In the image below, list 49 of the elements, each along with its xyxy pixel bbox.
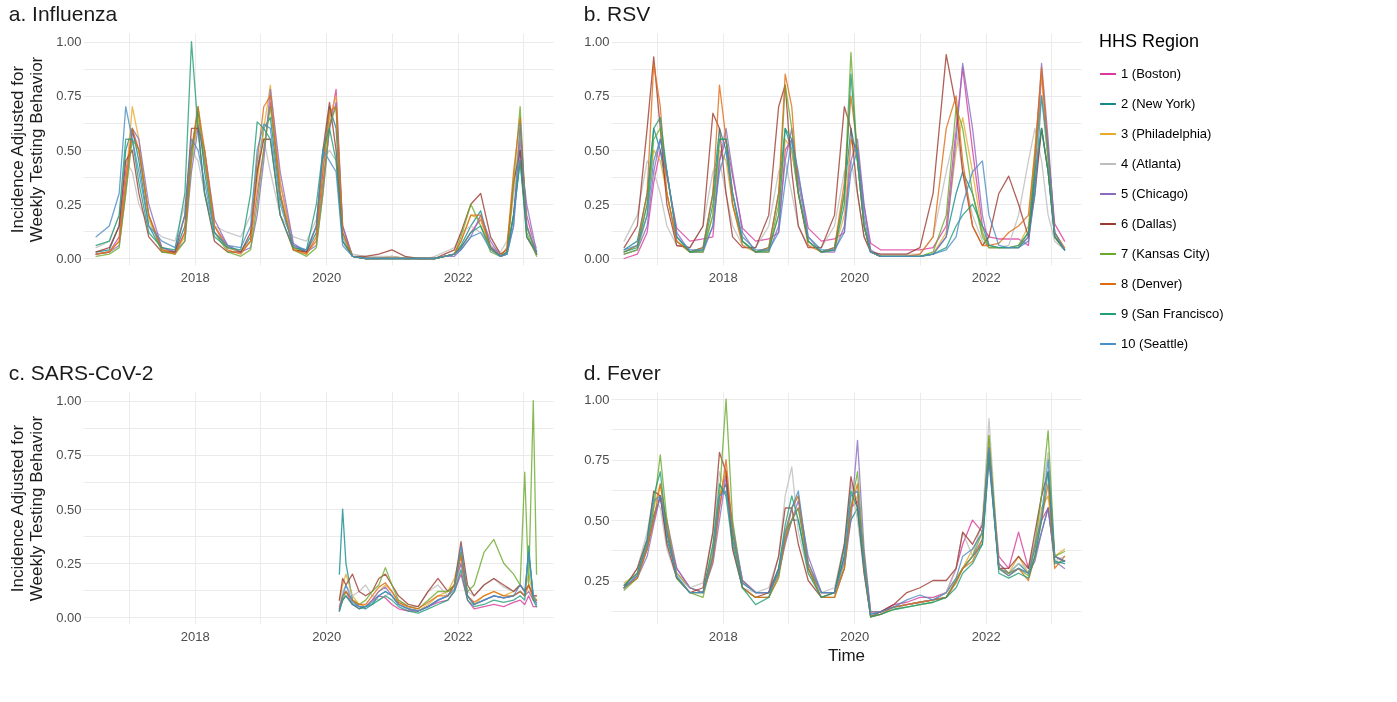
y-tick-label: 0.50 <box>56 501 82 517</box>
legend-label: 8 (Denver) <box>1121 276 1183 291</box>
x-tick-label: 2022 <box>443 269 473 285</box>
x-tick-label: 2018 <box>180 628 210 644</box>
legend-label: 7 (Kansas City) <box>1121 246 1210 261</box>
y-tick-label: 1.00 <box>584 391 610 407</box>
chart-title: d. Fever <box>583 361 661 384</box>
y-tick-label: 1.00 <box>56 34 82 50</box>
y-tick-label: 0.25 <box>56 196 82 212</box>
legend-label: 1 (Boston) <box>1121 66 1181 81</box>
y-tick-label: 0.50 <box>56 142 82 158</box>
x-tick-label: 2018 <box>180 269 210 285</box>
x-tick-label: 2018 <box>708 628 738 644</box>
legend-label: 2 (New York) <box>1121 96 1196 111</box>
y-tick-label: 0.50 <box>584 142 610 158</box>
legend-label: 3 (Philadelphia) <box>1121 126 1212 141</box>
legend-label: 5 (Chicago) <box>1121 186 1189 201</box>
legend-label: 10 (Seattle) <box>1121 336 1189 351</box>
legend-title: HHS Region <box>1099 31 1200 51</box>
y-tick-label: 0.00 <box>56 610 82 625</box>
x-tick-label: 2022 <box>971 269 1001 285</box>
y-tick-label: 0.75 <box>56 88 82 104</box>
x-tick-label: 2022 <box>443 628 473 644</box>
y-axis-title: Incidence Adjusted for Weekly Testing Behavior <box>8 56 47 243</box>
y-tick-label: 1.00 <box>584 34 610 50</box>
y-tick-label: 0.75 <box>56 447 82 463</box>
chart-title: c. SARS-CoV-2 <box>8 361 154 384</box>
x-axis-title: Time <box>827 645 866 665</box>
chart-title: b. RSV <box>583 2 651 25</box>
x-tick-label: 2020 <box>312 269 342 285</box>
x-tick-label: 2020 <box>840 628 870 644</box>
x-tick-label: 2018 <box>708 269 738 285</box>
y-tick-label: 0.75 <box>584 452 610 468</box>
y-tick-label: 0.00 <box>56 251 82 266</box>
y-tick-label: 0.75 <box>584 88 610 104</box>
y-tick-label: 0.25 <box>584 196 610 212</box>
legend-label: 4 (Atlanta) <box>1121 156 1181 171</box>
x-tick-label: 2020 <box>312 628 342 644</box>
chart-title: a. Influenza <box>8 2 118 25</box>
y-axis-title: Incidence Adjusted for Weekly Testing Behavior <box>8 415 47 602</box>
legend-label: 9 (San Francisco) <box>1121 306 1224 321</box>
x-tick-label: 2020 <box>840 269 870 285</box>
y-tick-label: 1.00 <box>56 393 82 409</box>
y-tick-label: 0.50 <box>584 512 610 528</box>
legend-label: 6 (Dallas) <box>1121 216 1177 231</box>
y-tick-label: 0.25 <box>584 573 610 588</box>
y-tick-label: 0.25 <box>56 555 82 571</box>
y-tick-label: 0.00 <box>584 251 610 266</box>
x-tick-label: 2022 <box>971 628 1001 644</box>
